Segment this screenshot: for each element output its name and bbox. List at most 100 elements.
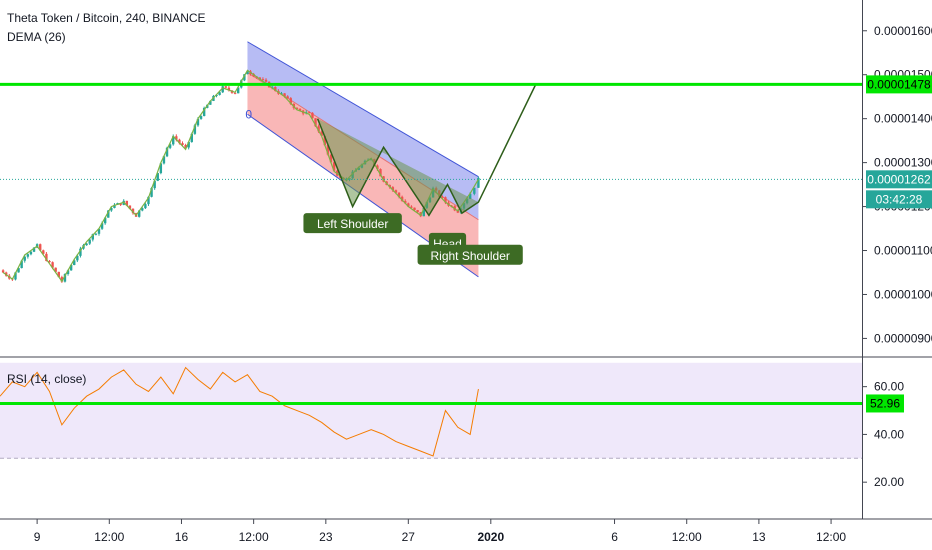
time-tick-label: 12:00: [239, 530, 269, 544]
candle-body: [57, 271, 60, 278]
candle-body: [320, 131, 323, 136]
candle-body: [397, 192, 401, 197]
candle-body: [264, 79, 268, 82]
candle-body: [187, 141, 190, 148]
candle-body: [413, 207, 416, 211]
candle-body: [404, 200, 407, 204]
candle-body: [125, 200, 129, 206]
candle-body: [131, 208, 135, 214]
candle-body: [150, 188, 153, 197]
channel-upper-line[interactable]: [247, 41, 479, 178]
chart-title: Theta Token / Bitcoin, 240, BINANCE: [7, 11, 206, 25]
head-shoulders-fill: [317, 118, 479, 216]
candle-body: [165, 147, 169, 157]
candle-body: [199, 116, 203, 119]
candle-body: [184, 144, 187, 148]
candle-body: [317, 126, 320, 132]
candle-body: [233, 92, 237, 94]
candle-body: [258, 77, 262, 80]
candle-body: [221, 86, 224, 93]
head-shoulders-outline[interactable]: [316, 83, 537, 217]
time-tick-label: 2020: [477, 530, 504, 544]
candle-body: [162, 156, 166, 164]
time-tick-label: 12:00: [816, 530, 846, 544]
price-tick-label: 0.00001600: [874, 24, 932, 38]
candle-body: [97, 228, 101, 234]
candle-body: [224, 86, 228, 88]
candle-body: [236, 87, 240, 94]
candle-body: [400, 196, 404, 201]
candle-body: [444, 197, 447, 203]
candle-body: [441, 196, 444, 198]
time-tick-label: 9: [34, 530, 41, 544]
candle-body: [119, 203, 122, 205]
candle-body: [144, 204, 147, 209]
candle-body: [190, 133, 193, 142]
rsi-tick-label: 20.00: [874, 475, 904, 489]
candle-body: [243, 74, 246, 81]
rsi-band: [0, 362, 862, 459]
time-axis[interactable]: 9 12:00 16 12:00 23 27 2020 6 12:00 13 12:00: [34, 519, 847, 544]
current-price-tag: [866, 170, 932, 189]
candle-body: [274, 87, 277, 91]
candle-body: [468, 193, 472, 199]
time-tick-label: 13: [752, 530, 766, 544]
candle-body: [39, 244, 42, 251]
candle-body: [159, 163, 163, 174]
candle-body: [227, 87, 231, 91]
time-tick-label: 12:00: [94, 530, 124, 544]
candle-body: [193, 125, 197, 134]
time-tick-label: 6: [611, 530, 618, 544]
candle-body: [42, 250, 45, 254]
candle-body: [477, 177, 480, 188]
candle-body: [69, 264, 73, 271]
candle-body: [1, 270, 5, 273]
annotation-label-box[interactable]: [303, 213, 402, 234]
annotation-label[interactable]: Right Shoulder: [430, 249, 509, 263]
price-tick-label: 0.00001000: [874, 287, 932, 301]
candle-body: [17, 268, 20, 273]
rsi-pane[interactable]: [0, 362, 862, 459]
candle-body: [107, 210, 110, 218]
candle-body: [168, 144, 172, 148]
time-tick-label: 16: [175, 530, 189, 544]
rsi-tick-label: 40.00: [874, 427, 904, 441]
candle-body: [175, 136, 178, 140]
candle-body: [94, 233, 98, 235]
candle-body: [23, 256, 26, 261]
candle-body: [29, 251, 33, 255]
candle-body: [147, 196, 150, 205]
candle-body: [79, 248, 82, 256]
candle-body: [298, 108, 302, 111]
price-tick-label: 0.00001100: [874, 244, 932, 258]
candle-body: [314, 118, 317, 127]
candle-body: [48, 260, 51, 263]
candle-body: [63, 273, 67, 282]
candle-body: [308, 112, 311, 114]
candle-body: [209, 100, 212, 105]
candle-body: [295, 108, 299, 110]
candle-body: [196, 118, 200, 126]
rsi-tick-label: 60.00: [874, 380, 904, 394]
candle-body: [100, 223, 104, 229]
candle-body: [410, 206, 413, 208]
annotation-marker: 0: [245, 108, 252, 122]
price-axis[interactable]: 0.000016000.000015000.000014000.00001300…: [862, 24, 932, 489]
candle-body: [91, 234, 94, 240]
annotation-label[interactable]: Left Shoulder: [317, 217, 388, 231]
candle-body: [323, 135, 326, 146]
candle-body: [66, 270, 70, 274]
candle-body: [289, 98, 292, 104]
candle-body: [286, 96, 289, 99]
candle-body: [14, 272, 17, 280]
rsi-legend: RSI (14, close): [7, 372, 87, 386]
candle-body: [156, 173, 159, 181]
candle-body: [32, 247, 36, 252]
candle-body: [45, 253, 48, 261]
candle-body: [113, 204, 116, 208]
candle-body: [20, 260, 23, 269]
annotation-label-box[interactable]: [417, 244, 523, 265]
candle-body: [218, 92, 221, 95]
